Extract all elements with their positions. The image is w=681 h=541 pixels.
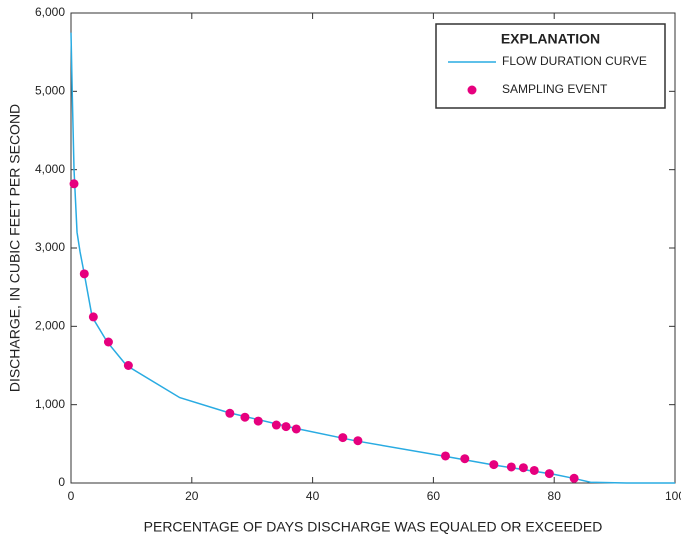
sample-point	[240, 412, 250, 422]
x-tick-label: 40	[306, 489, 320, 503]
sample-point	[69, 179, 79, 189]
y-tick-label: 2,000	[35, 319, 65, 333]
sample-point	[79, 269, 89, 279]
sample-point	[103, 337, 113, 347]
x-tick-label: 0	[68, 489, 75, 503]
sample-point	[281, 422, 291, 432]
y-tick-label: 6,000	[35, 5, 65, 19]
sample-point	[123, 361, 133, 370]
sample-point	[88, 312, 98, 322]
sample-point	[544, 469, 554, 479]
legend-label: FLOW DURATION CURVE	[502, 54, 647, 68]
x-tick-label: 100	[665, 489, 681, 503]
y-tick-label: 0	[58, 475, 65, 489]
sample-point	[225, 408, 235, 418]
y-tick-label: 5,000	[35, 84, 65, 98]
y-tick-label: 4,000	[35, 162, 65, 176]
sample-point	[338, 433, 348, 443]
sample-point	[440, 451, 450, 461]
sample-point	[506, 462, 516, 472]
x-tick-label: 20	[185, 489, 199, 503]
sample-point	[460, 454, 470, 464]
legend-title: EXPLANATION	[501, 31, 600, 47]
sample-point	[518, 463, 528, 473]
sample-point	[529, 465, 539, 475]
legend-box	[435, 23, 666, 109]
sample-point	[253, 416, 263, 426]
sample-point	[489, 460, 499, 470]
sample-point	[271, 420, 281, 430]
legend: EXPLANATION FLOW DURATION CURVE SAMPLING E…	[435, 23, 666, 109]
legend-dot	[467, 85, 477, 95]
x-tick-label: 80	[548, 489, 562, 503]
sample-point	[569, 473, 579, 483]
x-tick-label: 60	[427, 489, 441, 503]
y-tick-label: 1,000	[35, 397, 65, 411]
y-tick-label: 3,000	[35, 240, 65, 254]
legend-label: SAMPLING EVENT	[502, 82, 608, 96]
x-axis-title: PERCENTAGE OF DAYS DISCHARGE WAS EQUALED…	[144, 519, 603, 535]
sample-point	[291, 424, 301, 434]
y-axis-title: DISCHARGE, IN CUBIC FEET PER SECOND	[7, 104, 23, 392]
sample-point	[353, 436, 363, 446]
